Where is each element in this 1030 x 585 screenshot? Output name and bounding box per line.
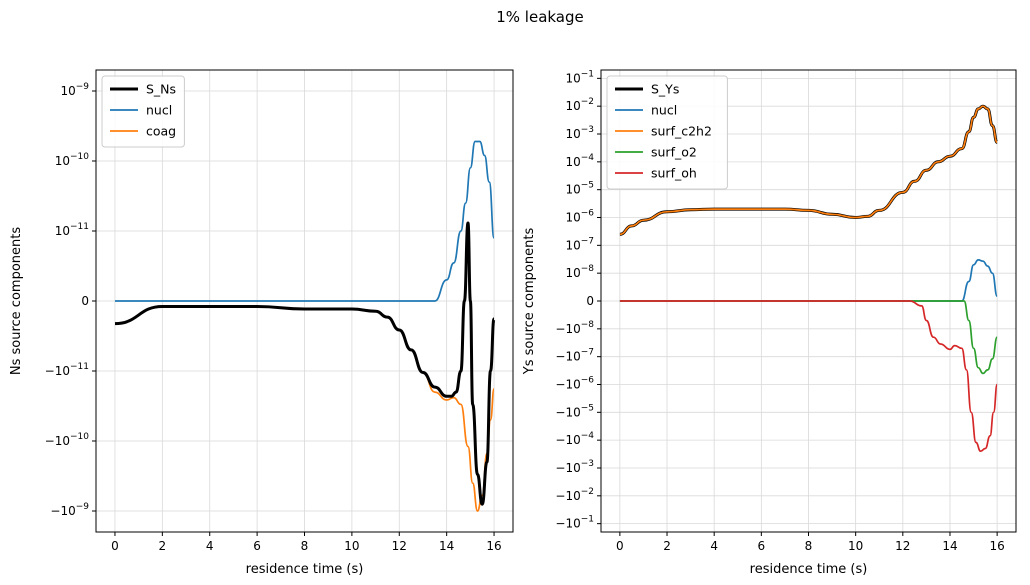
y-tick-label: −10−11 [45,362,89,378]
y-tick-label: −10−2 [555,487,594,503]
x-tick-label: 0 [111,539,119,553]
legend-label-surf_o2: surf_o2 [651,145,697,160]
y-tick-label: 10−2 [565,97,594,113]
x-tick-label: 16 [989,539,1004,553]
legend-label-nucl: nucl [146,103,172,118]
series-group [619,104,999,453]
legend-label-S_Ys: S_Ys [651,82,679,97]
y-tick-label: 0 [81,294,89,308]
x-tick-label: 12 [392,539,407,553]
y-tick-label: −10−10 [45,432,90,448]
right-chart: 0 2 4 6 8 10 12 14 16 residence time (s) 10−1 10−2 1… [522,69,1017,577]
y-tick-label: 10−8 [565,264,594,280]
x-tick-label: 12 [895,539,910,553]
y-tick-label: 10−4 [565,153,594,169]
y-tick-label: 10−1 [565,69,594,85]
y-tick-label: −10−3 [555,459,594,475]
x-tick-label: 4 [206,539,214,553]
x-tick-label: 14 [439,539,454,553]
x-tick-label: 4 [710,539,718,553]
legend-box [606,75,728,190]
y-axis-label: Ns source components [9,227,24,375]
y-tick-label: −10−8 [555,320,594,336]
y-tick-label: −10−7 [555,348,594,364]
x-tick-label: 8 [805,539,813,553]
y-tick-label: −10−4 [555,431,594,447]
x-axis-label: residence time (s) [750,562,868,577]
x-tick-label: 10 [344,539,359,553]
y-tick-label: 10−5 [565,181,594,197]
figure-title: 1% leakage [496,8,584,26]
y-tick-label: 0 [586,294,594,308]
x-tick-label: 14 [942,539,957,553]
y-axis-label: Ys source components [522,228,537,376]
legend-label-surf_c2h2: surf_c2h2 [651,124,712,139]
series-line-surf_c2h2 [619,105,998,236]
series-group [114,140,496,512]
y-tick-label: 10−10 [55,152,90,168]
series-line-nucl [114,140,495,302]
legend-box [101,75,185,148]
x-tick-label: 8 [301,539,309,553]
x-tick-label: 2 [663,539,671,553]
legend-label-S_Ns: S_Ns [146,82,176,97]
y-tick-label: 10−6 [565,209,594,225]
legend-label-coag: coag [146,124,176,139]
legend-label-surf_oh: surf_oh [651,166,697,181]
series-line-surf_oh [619,300,998,453]
y-tick-label: −10−5 [555,403,594,419]
x-axis-label: residence time (s) [246,562,364,577]
legend-label-nucl: nucl [651,103,677,118]
left-chart: 0 2 4 6 8 10 12 14 16 residence time (s) 10−9 10−10… [9,69,514,577]
y-tick-label: 10−7 [565,236,594,252]
y-tick-label: −10−9 [50,502,89,518]
x-tick-label: 2 [159,539,167,553]
y-tick-label: 10−11 [55,222,89,238]
y-tick-label: 10−9 [60,82,89,98]
y-tick-label: −10−6 [555,375,594,391]
x-tick-label: 6 [253,539,261,553]
x-tick-label: 0 [616,539,624,553]
y-tick-label: −10−1 [555,515,594,531]
x-tick-label: 6 [758,539,766,553]
x-tick-label: 10 [848,539,863,553]
x-tick-label: 16 [486,539,501,553]
series-line-S_Ns [114,221,496,506]
y-tick-label: 10−3 [565,125,594,141]
